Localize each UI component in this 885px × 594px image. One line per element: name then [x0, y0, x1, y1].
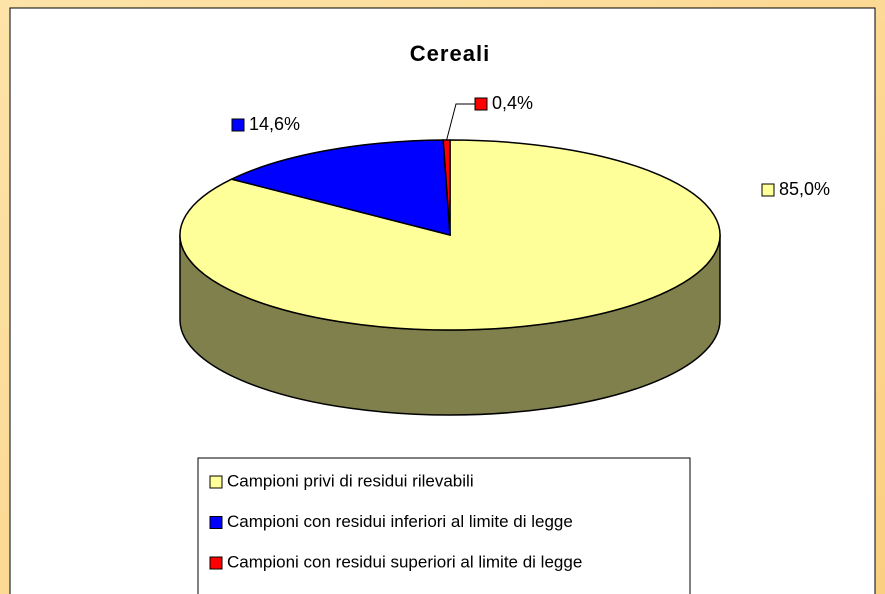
- data-label: 85,0%: [779, 179, 830, 199]
- legend-label: Campioni privi di residui rilevabili: [227, 471, 474, 490]
- leader-line: [446, 103, 475, 141]
- data-label: 14,6%: [249, 114, 300, 134]
- legend-label: Campioni con residui inferiori al limite…: [227, 512, 573, 531]
- legend-swatch: [209, 475, 223, 489]
- label-swatch: [761, 183, 775, 197]
- legend: Campioni privi di residui rilevabili Camp…: [209, 471, 582, 571]
- pie: [179, 139, 721, 416]
- legend-swatch: [209, 556, 223, 570]
- legend-swatch: [209, 516, 223, 529]
- chart-title: Cereali: [410, 41, 490, 66]
- legend-box: [197, 457, 691, 594]
- slice: [229, 139, 451, 236]
- data-label: 0,4%: [492, 93, 533, 113]
- labels: 85,0% 14,6% 0,4%: [231, 93, 830, 199]
- legend-label: Campioni con residui superiori al limite…: [227, 552, 582, 571]
- label-swatch: [474, 97, 488, 111]
- label-swatch: [231, 118, 245, 132]
